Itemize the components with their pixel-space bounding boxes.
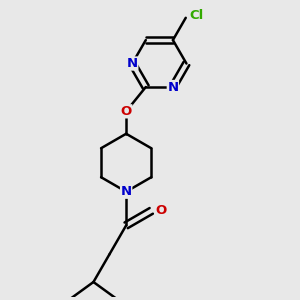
Text: O: O xyxy=(121,105,132,118)
Text: N: N xyxy=(121,185,132,198)
Text: N: N xyxy=(167,80,178,94)
Text: Cl: Cl xyxy=(190,9,204,22)
Text: O: O xyxy=(155,204,166,218)
Text: N: N xyxy=(127,57,138,70)
